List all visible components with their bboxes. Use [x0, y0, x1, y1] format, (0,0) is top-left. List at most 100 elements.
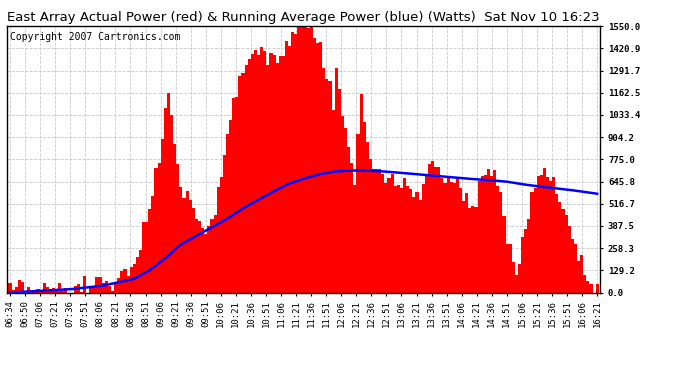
Bar: [300, 26, 304, 292]
Bar: [372, 169, 375, 292]
Bar: [83, 276, 86, 292]
Bar: [304, 26, 307, 292]
Bar: [77, 284, 80, 292]
Bar: [257, 55, 260, 292]
Bar: [27, 286, 30, 292]
Bar: [291, 32, 294, 292]
Bar: [136, 257, 139, 292]
Bar: [409, 189, 413, 292]
Bar: [394, 186, 397, 292]
Bar: [176, 164, 179, 292]
Bar: [462, 201, 465, 292]
Bar: [502, 216, 506, 292]
Bar: [39, 290, 43, 292]
Bar: [229, 120, 232, 292]
Bar: [55, 289, 58, 292]
Bar: [586, 281, 589, 292]
Bar: [344, 128, 347, 292]
Bar: [384, 183, 388, 292]
Bar: [120, 271, 124, 292]
Bar: [275, 63, 279, 292]
Bar: [319, 42, 322, 292]
Bar: [583, 275, 586, 292]
Bar: [496, 186, 500, 292]
Bar: [500, 192, 502, 292]
Bar: [366, 142, 369, 292]
Bar: [105, 281, 108, 292]
Bar: [406, 186, 409, 292]
Bar: [543, 168, 546, 292]
Bar: [490, 176, 493, 292]
Bar: [12, 290, 14, 292]
Bar: [282, 56, 285, 292]
Bar: [552, 177, 555, 292]
Bar: [564, 215, 568, 292]
Bar: [167, 93, 170, 292]
Bar: [428, 165, 431, 292]
Bar: [546, 177, 549, 292]
Bar: [571, 240, 574, 292]
Bar: [338, 88, 341, 292]
Bar: [21, 282, 24, 292]
Bar: [540, 175, 543, 292]
Bar: [595, 284, 599, 292]
Bar: [347, 147, 351, 292]
Bar: [226, 134, 229, 292]
Bar: [14, 287, 18, 292]
Bar: [213, 215, 217, 292]
Bar: [369, 159, 372, 292]
Bar: [170, 115, 173, 292]
Bar: [469, 208, 471, 292]
Bar: [518, 264, 521, 292]
Bar: [58, 282, 61, 292]
Bar: [8, 284, 12, 292]
Bar: [241, 73, 244, 292]
Bar: [232, 98, 235, 292]
Bar: [555, 194, 558, 292]
Bar: [219, 177, 223, 292]
Bar: [456, 177, 459, 292]
Bar: [188, 200, 192, 292]
Bar: [108, 286, 111, 292]
Bar: [351, 163, 353, 292]
Bar: [537, 176, 540, 292]
Bar: [397, 185, 400, 292]
Bar: [114, 282, 117, 292]
Bar: [316, 43, 319, 292]
Bar: [18, 280, 21, 292]
Bar: [269, 53, 273, 292]
Bar: [182, 198, 186, 292]
Text: East Array Actual Power (red) & Running Average Power (blue) (Watts)  Sat Nov 10: East Array Actual Power (red) & Running …: [7, 11, 600, 24]
Bar: [549, 181, 552, 292]
Bar: [450, 182, 453, 292]
Bar: [49, 290, 52, 292]
Bar: [223, 155, 226, 292]
Bar: [37, 289, 39, 292]
Bar: [310, 26, 313, 292]
Bar: [434, 167, 437, 292]
Bar: [99, 277, 101, 292]
Bar: [440, 178, 444, 292]
Bar: [419, 200, 422, 292]
Bar: [400, 188, 403, 292]
Bar: [273, 55, 275, 292]
Bar: [132, 264, 136, 292]
Bar: [388, 178, 391, 292]
Bar: [577, 261, 580, 292]
Bar: [459, 188, 462, 292]
Bar: [263, 51, 266, 292]
Bar: [580, 255, 583, 292]
Bar: [341, 116, 344, 292]
Bar: [266, 65, 269, 292]
Bar: [210, 219, 213, 292]
Bar: [186, 191, 188, 292]
Bar: [124, 269, 126, 292]
Bar: [297, 26, 300, 292]
Bar: [248, 59, 250, 292]
Bar: [204, 234, 207, 292]
Bar: [391, 174, 394, 292]
Bar: [61, 291, 64, 292]
Bar: [92, 287, 95, 292]
Bar: [89, 286, 92, 292]
Bar: [117, 278, 120, 292]
